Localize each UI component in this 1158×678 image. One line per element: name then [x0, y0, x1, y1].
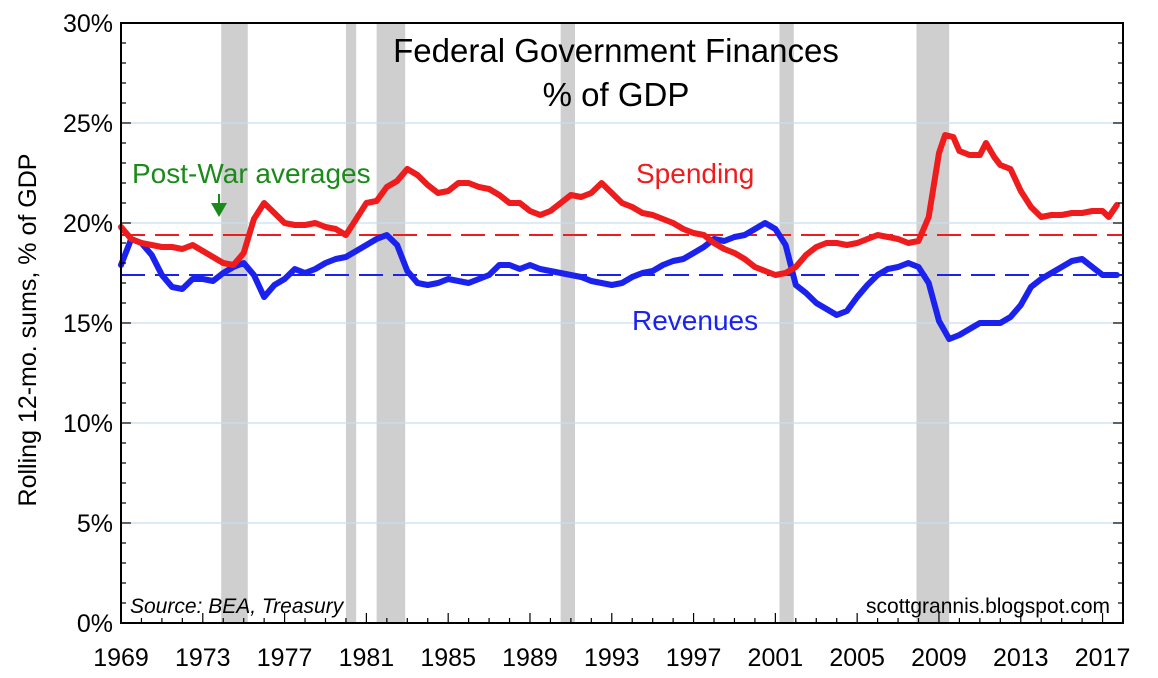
x-tick-label: 1977	[257, 644, 313, 672]
y-tick-label: 20%	[63, 210, 113, 238]
y-tick-label: 25%	[63, 110, 113, 138]
series-lines	[118, 132, 1120, 342]
revenues-line	[118, 220, 1120, 342]
x-tick-label: 1969	[93, 644, 149, 672]
x-tick-label: 1973	[175, 644, 231, 672]
x-tick-label: 1985	[420, 644, 476, 672]
x-tick-label: 1989	[502, 644, 558, 672]
spending-line	[118, 132, 1120, 278]
y-axis-label: Rolling 12-mo. sums, % of GDP	[14, 154, 42, 507]
post-war-averages-label: Post-War averages	[132, 158, 371, 189]
chart-subtitle: % of GDP	[543, 76, 690, 113]
y-tick-label: 0%	[77, 610, 113, 638]
watermark: scottgrannis.blogspot.com	[866, 595, 1110, 618]
x-tick-label: 2001	[748, 644, 804, 672]
revenues-label: Revenues	[632, 305, 758, 336]
y-tick-label: 30%	[63, 10, 113, 38]
y-tick-labels: 0% 5% 10% 15% 20% 25% 30%	[63, 10, 113, 638]
x-tick-labels: 1969 1973 1977 1981 1985 1989 1993 1997 2001 2005…	[93, 644, 1130, 672]
x-tick-label: 1993	[584, 644, 640, 672]
x-tick-label: 2005	[829, 644, 885, 672]
x-tick-label: 1997	[666, 644, 722, 672]
gridlines	[121, 122, 1123, 524]
x-tick-label: 1981	[339, 644, 395, 672]
y-tick-label: 5%	[77, 510, 113, 538]
x-tick-label: 2013	[993, 644, 1049, 672]
spending-label: Spending	[636, 158, 754, 189]
y-tick-label: 10%	[63, 410, 113, 438]
chart-title: Federal Government Finances	[393, 32, 839, 69]
y-tick-label: 15%	[63, 310, 113, 338]
arrow-down-icon	[211, 194, 227, 217]
x-tick-label: 2017	[1075, 644, 1131, 672]
x-tick-label: 2009	[911, 644, 967, 672]
average-lines	[121, 234, 1123, 276]
tick-marks	[120, 22, 1124, 624]
source-note: Source: BEA, Treasury	[130, 595, 345, 618]
